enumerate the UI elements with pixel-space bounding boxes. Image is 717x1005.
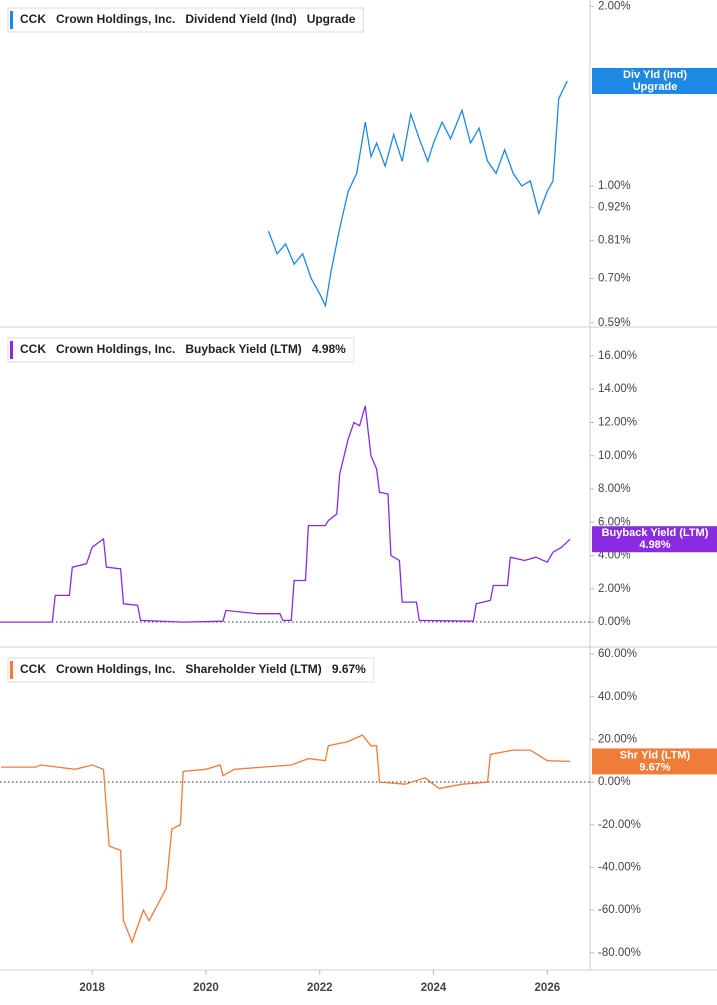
y-tick-label: 0.70% — [598, 273, 631, 285]
value-badge — [592, 526, 717, 553]
legend-swatch — [10, 11, 13, 29]
series-line — [267, 80, 568, 308]
x-tick-label: 2018 — [79, 982, 105, 994]
ticker: CCK — [20, 662, 46, 676]
y-tick-label: 16.00% — [598, 350, 637, 362]
y-tick-label: -40.00% — [598, 861, 641, 873]
company: Crown Holdings, Inc. — [56, 662, 175, 676]
legend-swatch — [10, 341, 13, 359]
legend-box — [7, 657, 375, 683]
x-tick-label: 2026 — [535, 982, 561, 994]
ticker: CCK — [20, 12, 46, 26]
y-tick-label: 8.00% — [598, 483, 631, 495]
y-tick-label: 4.00% — [598, 550, 631, 562]
y-tick-label: 14.00% — [598, 383, 637, 395]
y-tick-label: -60.00% — [598, 904, 641, 916]
badge-label: Shr Yld (LTM) — [620, 749, 691, 761]
ticker: CCK — [20, 342, 46, 356]
y-tick-label: 2.00% — [598, 583, 631, 595]
y-tick-label: 2.00% — [598, 0, 631, 12]
series-name: Dividend Yield (Ind) — [185, 12, 296, 26]
badge-label: Buyback Yield (LTM) — [602, 527, 709, 539]
x-tick-label: 2022 — [307, 982, 333, 994]
y-tick-label: 0.00% — [598, 776, 631, 788]
y-tick-label: 10.00% — [598, 450, 637, 462]
badge-label: Div Yld (Ind) — [623, 69, 687, 81]
legend-box — [7, 337, 355, 363]
series-name: Buyback Yield (LTM) — [185, 342, 301, 356]
series-name: Shareholder Yield (LTM) — [185, 662, 321, 676]
series-line — [1, 734, 571, 944]
x-tick-label: 2020 — [193, 982, 219, 994]
badge-value: Upgrade — [633, 81, 678, 93]
y-tick-label: -20.00% — [598, 819, 641, 831]
company: Crown Holdings, Inc. — [56, 342, 175, 356]
badge-value: 9.67% — [639, 761, 670, 773]
badge-value: 4.98% — [639, 539, 670, 551]
y-tick-label: 12.00% — [598, 417, 637, 429]
y-tick-label: 1.00% — [598, 180, 631, 192]
y-tick-label: 20.00% — [598, 733, 637, 745]
company: Crown Holdings, Inc. — [56, 12, 175, 26]
value-badge — [592, 67, 717, 94]
y-tick-label: 0.81% — [598, 235, 631, 247]
header-value: Upgrade — [307, 12, 356, 26]
y-tick-label: 60.00% — [598, 648, 637, 660]
value-badge — [592, 748, 717, 775]
y-tick-label: 0.00% — [598, 616, 631, 628]
series-line — [1, 405, 571, 623]
legend-box — [7, 7, 364, 33]
header-value: 9.67% — [332, 662, 366, 676]
x-tick-label: 2024 — [421, 982, 447, 994]
y-tick-label: 40.00% — [598, 691, 637, 703]
y-tick-label: 0.92% — [598, 202, 631, 214]
y-tick-label: -80.00% — [598, 947, 641, 959]
header-value: 4.98% — [312, 342, 346, 356]
y-tick-label: 6.00% — [598, 516, 631, 528]
legend-swatch — [10, 661, 13, 679]
y-tick-label: 0.59% — [598, 317, 631, 329]
